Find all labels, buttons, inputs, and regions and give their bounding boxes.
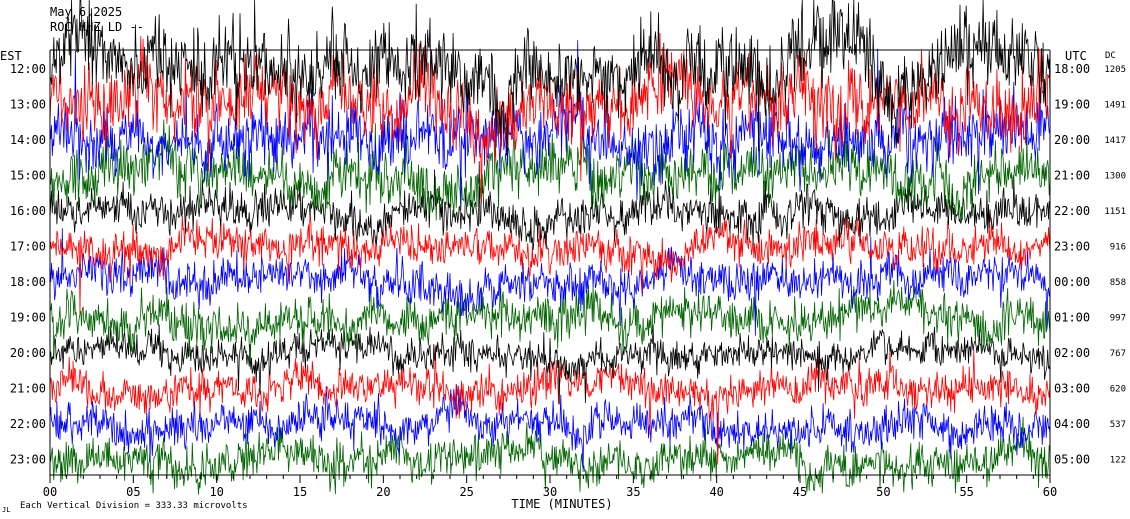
utc-hour-label: 01:00: [1054, 311, 1090, 325]
trace-2200: [49, 383, 1051, 472]
station-label: ROC HHZ LD --: [50, 20, 144, 34]
dc-offset-value: 1151: [1104, 207, 1126, 217]
dc-offset-value: 767: [1110, 349, 1126, 359]
corner-mark: JL: [2, 506, 10, 514]
est-hour-label: 23:00: [10, 453, 46, 467]
x-tick-label: 50: [876, 485, 890, 499]
x-tick-label: 60: [1043, 485, 1057, 499]
est-hour-label: 15:00: [10, 169, 46, 183]
x-tick-label: 15: [293, 485, 307, 499]
trace-1300: [49, 32, 1051, 203]
utc-hour-label: 22:00: [1054, 204, 1090, 218]
est-zone-label: EST: [0, 49, 22, 63]
dc-offset-value: 916: [1110, 243, 1126, 253]
trace-1200: [49, 0, 1051, 156]
trace-2000: [49, 324, 1051, 405]
utc-hour-label: 19:00: [1054, 98, 1090, 112]
x-tick-label: 30: [543, 485, 557, 499]
dc-offset-value: 620: [1110, 385, 1126, 395]
dc-offset-value: 997: [1110, 314, 1126, 324]
scale-note: Each Vertical Division = 333.33 microvol…: [20, 501, 248, 511]
x-tick-label: 25: [459, 485, 473, 499]
seismic-traces: [49, 0, 1051, 495]
utc-zone-label: UTC: [1065, 49, 1087, 63]
dc-offset-value: 122: [1110, 456, 1126, 466]
x-tick-label: 00: [43, 485, 57, 499]
est-hour-label: 16:00: [10, 204, 46, 218]
dc-offset-value: 1205: [1104, 65, 1126, 75]
est-hour-label: 21:00: [10, 382, 46, 396]
dc-offset-value: 1300: [1104, 172, 1126, 182]
trace-1500: [49, 112, 1051, 221]
est-hour-label: 17:00: [10, 240, 46, 254]
x-tick-label: 05: [126, 485, 140, 499]
trace-1700: [49, 210, 1051, 316]
x-tick-label: 45: [793, 485, 807, 499]
row-labels: 12:00 18:00 1205 13:00 19:00 1491 14:00 20:00 14…: [10, 62, 1126, 467]
est-hour-label: 22:00: [10, 417, 46, 431]
est-hour-label: 18:00: [10, 275, 46, 289]
est-hour-label: 19:00: [10, 311, 46, 325]
x-tick-label: 20: [376, 485, 390, 499]
trace-1400: [49, 40, 1051, 206]
utc-hour-label: 00:00: [1054, 275, 1090, 289]
trace-2100: [49, 346, 1051, 465]
utc-hour-label: 04:00: [1054, 417, 1090, 431]
est-hour-label: 14:00: [10, 133, 46, 147]
est-hour-label: 13:00: [10, 98, 46, 112]
time-axis-ticks: 00 05 10 15 20 25 30 35 40 45 50 55 60: [43, 475, 1057, 499]
dc-offset-value: 858: [1110, 278, 1126, 288]
est-hour-label: 12:00: [10, 62, 46, 76]
x-tick-label: 40: [709, 485, 723, 499]
x-tick-label: 35: [626, 485, 640, 499]
x-axis-title: TIME (MINUTES): [511, 497, 612, 511]
est-hour-label: 20:00: [10, 346, 46, 360]
trace-1900: [49, 280, 1051, 365]
utc-hour-label: 03:00: [1054, 382, 1090, 396]
dc-offset-value: 1417: [1104, 136, 1126, 146]
utc-hour-label: 20:00: [1054, 133, 1090, 147]
trace-1800: [49, 228, 1051, 336]
utc-hour-label: 21:00: [1054, 169, 1090, 183]
x-tick-label: 55: [959, 485, 973, 499]
dc-column-label: DC: [1105, 51, 1116, 61]
utc-hour-label: 23:00: [1054, 240, 1090, 254]
utc-hour-label: 05:00: [1054, 453, 1090, 467]
utc-hour-label: 02:00: [1054, 346, 1090, 360]
dc-offset-value: 537: [1110, 420, 1126, 430]
x-tick-label: 10: [209, 485, 223, 499]
dc-offset-value: 1491: [1104, 101, 1126, 111]
date-label: May 6,2025: [50, 5, 122, 19]
utc-hour-label: 18:00: [1054, 62, 1090, 76]
